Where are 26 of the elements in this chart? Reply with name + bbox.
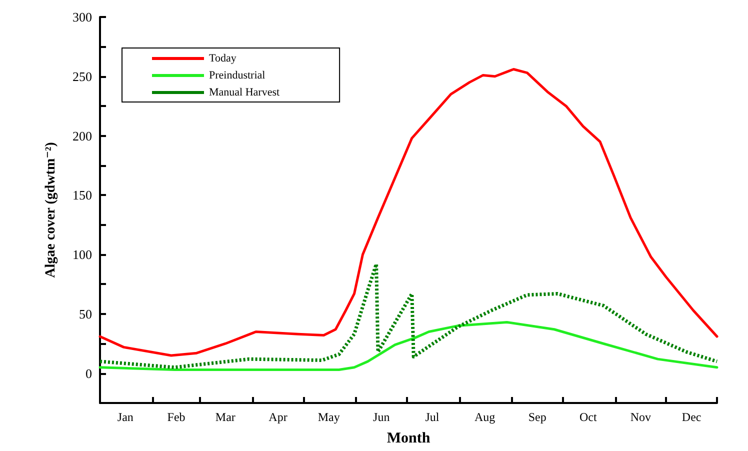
y-axis-title: Algae cover (gdwtm⁻²) <box>44 142 58 278</box>
x-tick-label: Mar <box>215 410 236 424</box>
x-tick-label: Feb <box>167 410 186 424</box>
x-axis-title: Month <box>386 430 431 446</box>
x-tick-label: Nov <box>630 410 652 424</box>
legend-label: Today <box>209 52 237 64</box>
x-tick-label: May <box>318 410 340 424</box>
line-series <box>98 68 718 357</box>
x-tick-label: Aug <box>474 410 496 424</box>
y-tick-label: 300 <box>72 10 92 24</box>
x-tick-label: Jan <box>117 410 134 424</box>
x-tick-label: Oct <box>580 410 598 424</box>
y-tick-label: 50 <box>79 306 92 322</box>
x-tick-label: Dec <box>682 410 702 424</box>
x-tick-label: Apr <box>268 410 288 424</box>
x-tick-label: Sep <box>528 410 546 424</box>
legend-label: Manual Harvest <box>209 86 280 98</box>
x-tick-label: Jun <box>373 410 390 424</box>
y-tick-label: 150 <box>72 188 92 203</box>
legend-label: Preindustrial <box>209 70 266 82</box>
y-tick-label: 100 <box>72 247 92 262</box>
y-tick-label: 0 <box>86 366 92 381</box>
y-tick-label: 250 <box>72 68 92 84</box>
line-series <box>98 320 718 371</box>
y-tick-label: 200 <box>72 128 92 144</box>
x-tick-label: Jul <box>425 410 440 424</box>
